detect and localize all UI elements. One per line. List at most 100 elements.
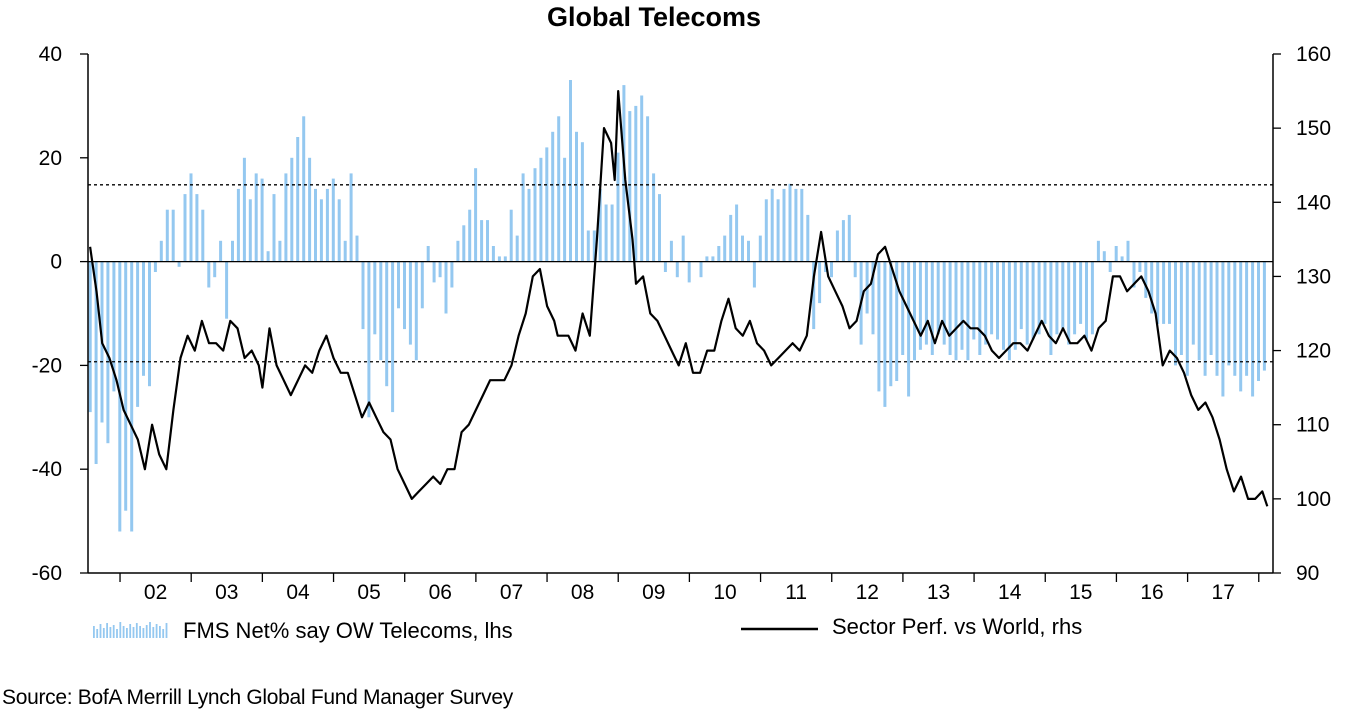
fms-bar — [1013, 261, 1017, 350]
fms-bar — [1138, 261, 1142, 272]
fms-bar — [1156, 261, 1160, 324]
fms-bar — [1185, 261, 1189, 376]
x-tick-label: 07 — [500, 581, 523, 604]
fms-bar — [1251, 261, 1255, 397]
fms-bar — [112, 261, 116, 392]
fms-bar — [533, 168, 537, 262]
fms-bar — [764, 199, 768, 262]
legend-swatch-bar — [142, 628, 145, 638]
fms-bar — [634, 105, 638, 262]
legend-swatch-bar — [135, 623, 138, 638]
fms-bar — [183, 194, 187, 262]
fms-bar — [266, 251, 270, 262]
fms-bar — [1043, 261, 1047, 324]
fms-bar — [978, 261, 982, 355]
left-tick-label: 20 — [39, 147, 62, 170]
fms-bar — [1079, 261, 1083, 324]
fms-bar — [426, 246, 430, 262]
fms-bar — [616, 152, 620, 262]
fms-bar — [580, 142, 584, 262]
fms-bar — [913, 261, 916, 361]
x-tick-label: 13 — [927, 581, 950, 604]
sector-performance-line — [89, 90, 1269, 507]
legend-swatch-bar — [129, 624, 132, 638]
fms-bar — [1061, 261, 1065, 330]
fms-bar — [1262, 261, 1266, 371]
fms-bar — [972, 261, 976, 340]
fms-bar — [385, 261, 389, 387]
fms-bar — [1102, 251, 1106, 262]
fms-bar — [207, 261, 211, 288]
fms-bar — [687, 261, 691, 283]
right-tick-label: 100 — [1296, 488, 1331, 511]
fms-bar — [1002, 261, 1005, 350]
fms-bar — [770, 188, 774, 262]
fms-bar — [907, 261, 911, 397]
fms-bar — [88, 261, 92, 413]
fms-bar — [1245, 261, 1249, 376]
left-tick-label: -60 — [32, 562, 62, 585]
fms-bar — [331, 178, 335, 262]
fms-bar — [1162, 261, 1166, 324]
left-tick-label: -20 — [32, 354, 62, 377]
fms-bar — [213, 261, 217, 278]
left-axis-ticks: 40 20 0 -20 -40 -60 — [32, 43, 88, 585]
legend-swatch-bar — [159, 626, 161, 638]
fms-bar — [586, 230, 590, 262]
fms-bar — [1209, 261, 1213, 355]
legend-swatch-bar — [109, 627, 112, 638]
fms-bar — [308, 157, 312, 262]
fms-bar — [527, 188, 531, 262]
fms-bar — [1096, 240, 1100, 262]
fms-bar — [290, 157, 294, 262]
left-tick-label: 0 — [50, 251, 62, 274]
fms-bar — [758, 235, 762, 262]
fms-bar — [1144, 261, 1148, 298]
fms-bar — [236, 188, 240, 262]
fms-bar — [379, 261, 383, 361]
fms-bar — [788, 183, 792, 262]
fms-bar — [124, 261, 128, 511]
fms-bar — [776, 199, 780, 262]
fms-bar — [1031, 261, 1035, 340]
fms-bar — [948, 261, 952, 355]
right-tick-label: 110 — [1296, 414, 1329, 437]
fms-bar — [195, 194, 199, 262]
fms-bar — [901, 261, 905, 355]
fms-bar — [669, 240, 673, 262]
fms-bar — [752, 261, 756, 288]
fms-bar — [337, 199, 341, 262]
fms-bar — [302, 116, 306, 262]
fms-bar — [782, 188, 786, 262]
x-tick-label: 10 — [713, 581, 736, 604]
fms-bar — [628, 111, 632, 262]
legend-swatch-bar — [99, 624, 102, 638]
fms-bar — [984, 261, 988, 345]
x-tick-label: 08 — [571, 581, 594, 604]
fms-bar — [681, 235, 685, 262]
fms-bar — [918, 261, 922, 350]
fms-bar — [391, 261, 395, 413]
x-tick-label: 09 — [642, 581, 665, 604]
fms-bar — [254, 173, 258, 262]
fms-bar — [474, 168, 478, 262]
fms-bar — [1120, 256, 1124, 262]
fms-bar — [960, 261, 964, 350]
fms-bar — [153, 261, 157, 272]
fms-bar — [171, 209, 175, 262]
fms-bar — [296, 137, 300, 262]
legend-swatch-bar — [112, 625, 115, 638]
fms-bar — [996, 261, 999, 340]
right-tick-label: 150 — [1296, 117, 1331, 140]
fms-bar — [942, 261, 946, 345]
x-tick-label: 12 — [856, 581, 879, 604]
legend-swatch-bar — [93, 626, 95, 638]
fms-bar — [319, 199, 323, 262]
right-tick-label: 140 — [1296, 191, 1331, 214]
fms-bar — [705, 256, 709, 262]
fms-bar — [990, 261, 994, 335]
fms-bar — [231, 240, 234, 262]
fms-bar — [367, 261, 371, 418]
axes — [87, 54, 1274, 574]
fms-bar — [847, 214, 851, 262]
